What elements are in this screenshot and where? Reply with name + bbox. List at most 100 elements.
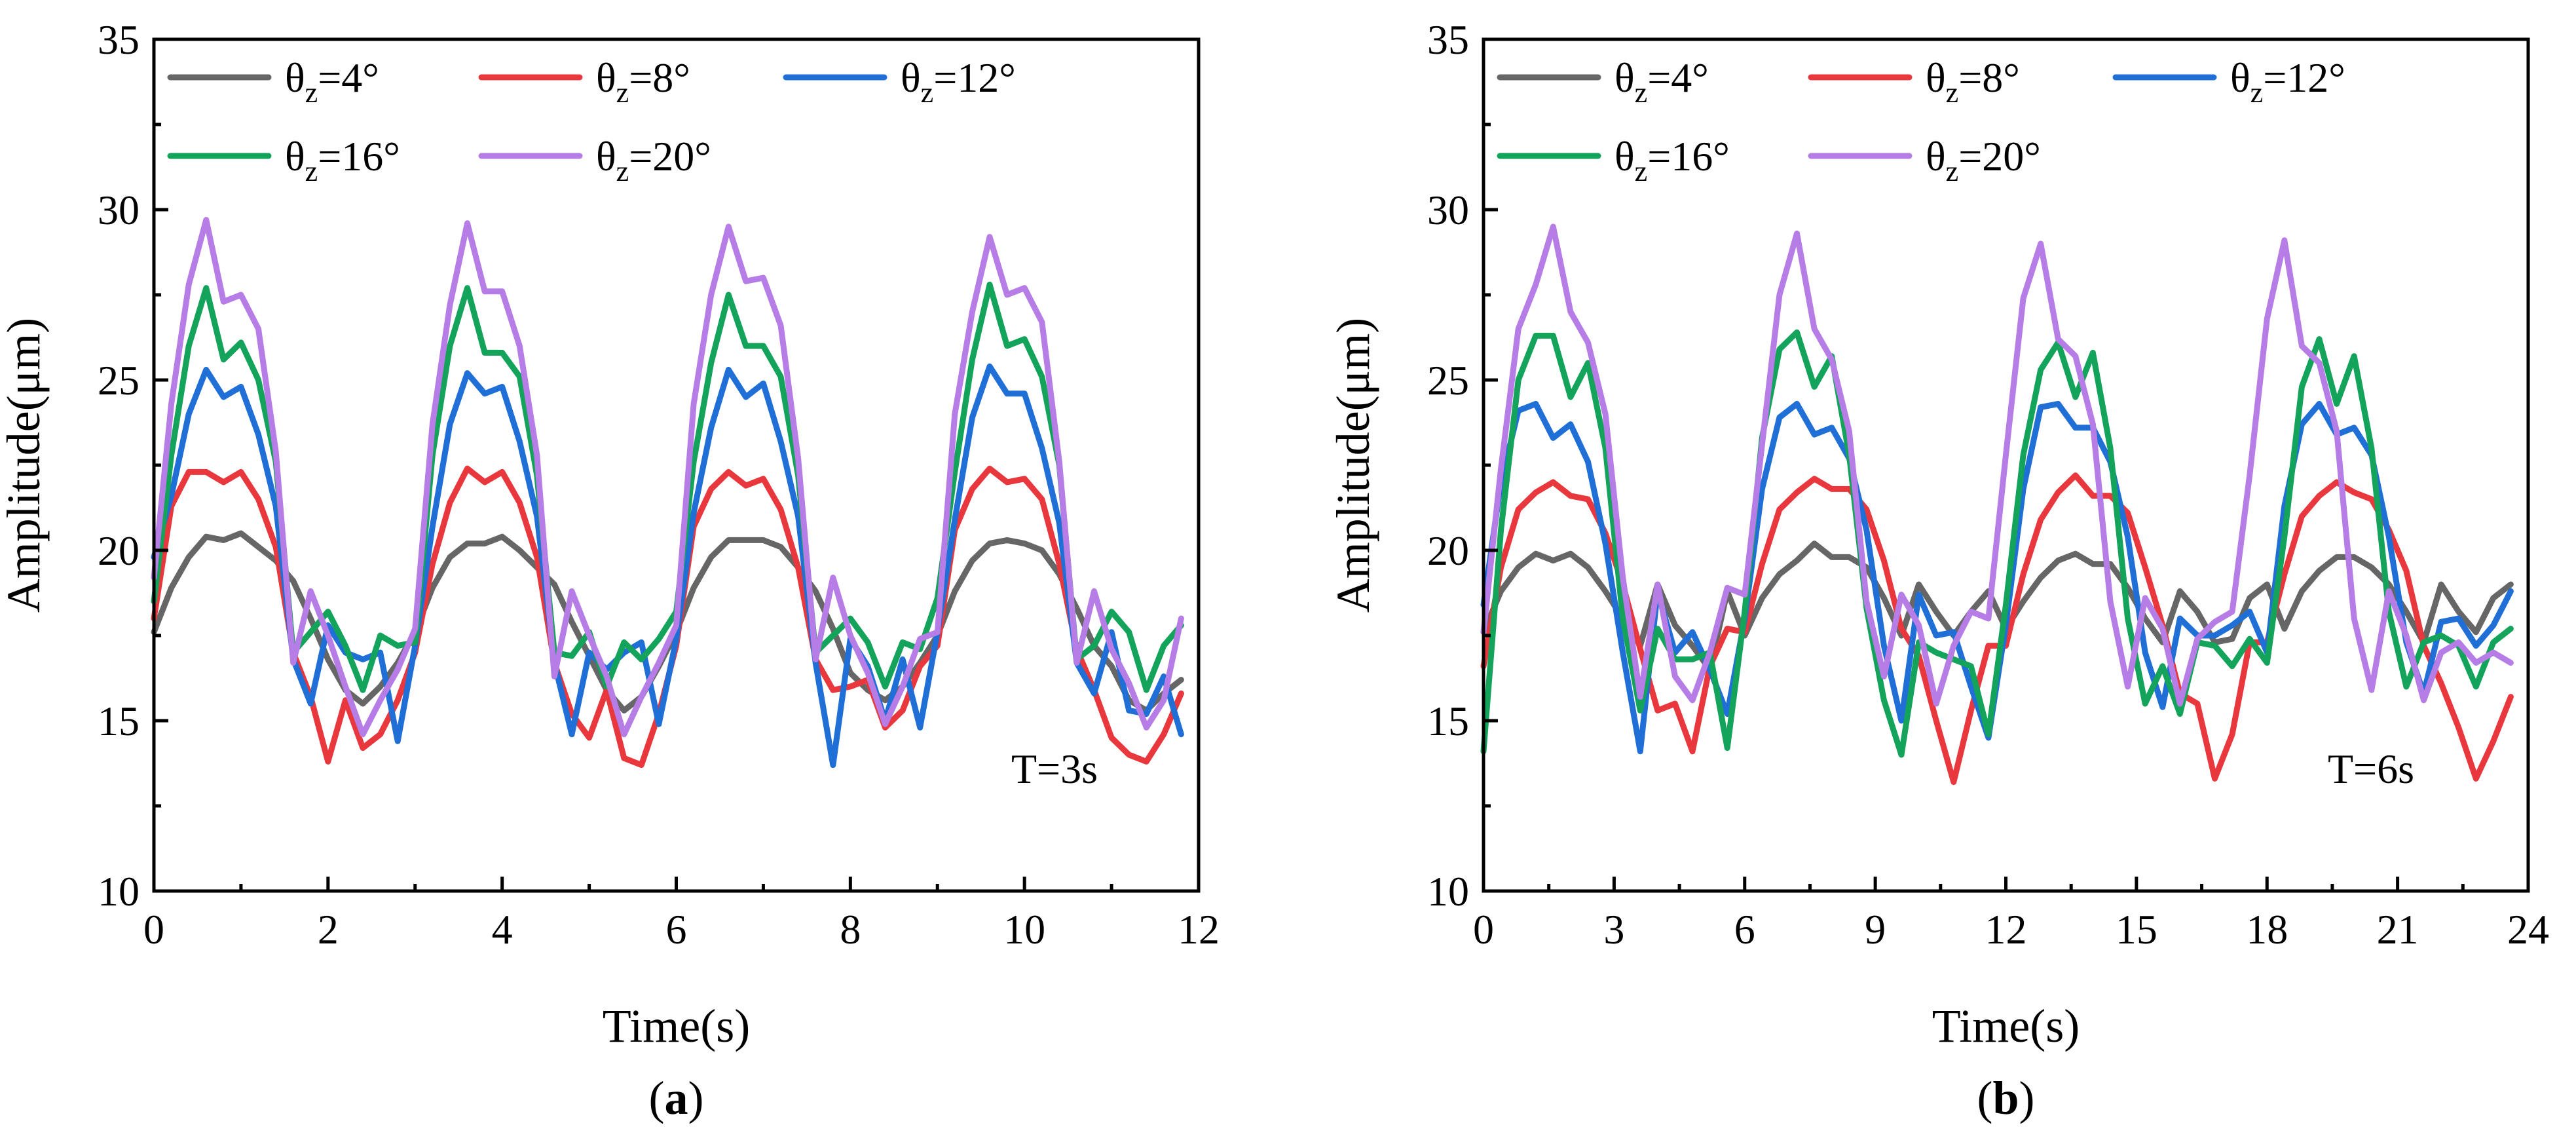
panel-caption-letter: a [665,1072,688,1124]
series-group [151,217,1184,769]
legend-item-4: θz=16° [167,133,400,187]
panel-a-chart: 0 2 4 6 8 10 12 10 15 20 25 30 35 Time(s) Amplitude(μm… [0,16,1220,1124]
legend-label: θz=12° [2230,54,2345,109]
legend-label-subscript: z [1946,155,1959,187]
x-tick-label: 24 [2507,906,2549,953]
panel-caption: (a) [649,1072,704,1124]
x-axis-label: Time(s) [603,1000,750,1052]
x-tick-label: 3 [1603,906,1624,953]
legend-item-3: θz=12° [2112,54,2345,109]
legend-label: θz=20° [1926,133,2041,187]
x-tick-label: 12 [1178,906,1220,953]
legend-label-subscript: z [921,77,934,109]
legend-label-subscript: z [616,77,629,109]
legend-label-theta: θ [596,133,616,180]
legend-label-theta: θ [596,54,616,101]
legend-label-subscript: z [1635,155,1648,187]
legend: θz=4° θz=8° θz=12°θz=16° θz=20° [1497,54,2345,187]
y-tick-label: 20 [98,527,140,574]
x-tick-label: 12 [1985,906,2027,953]
x-tick-label: 0 [143,906,164,953]
y-tick-label: 25 [98,357,140,404]
legend-label: θz=4° [1615,54,1709,109]
y-axis-label: Amplitude(μm) [1327,318,1379,613]
legend-label: θz=4° [285,54,379,109]
legend-label: θz=8° [1926,54,2020,109]
panel-caption-open: ( [649,1072,665,1124]
series-line-5 [151,217,1184,738]
legend-label-value: =20° [629,133,711,180]
panel-caption-close: ) [688,1072,704,1124]
x-tick-label: 15 [2116,906,2157,953]
panel-caption-letter: b [1992,1072,2019,1124]
legend-label-value: =4° [318,54,379,101]
y-tick-label: 35 [1427,16,1469,63]
legend-label: θz=12° [901,54,1016,109]
legend-label-theta: θ [901,54,921,101]
legend-label-theta: θ [285,54,305,101]
y-tick-label: 25 [1427,357,1469,404]
panel-b-chart: 0 3 6 9 12 15 18 21 24 10 15 20 25 30 35 Time(s) Amplitu… [1327,16,2549,1124]
legend-label-theta: θ [2230,54,2250,101]
x-tick-label: 21 [2377,906,2419,953]
series-line-5 [1480,223,2514,707]
x-tick-label: 9 [1865,906,1886,953]
panel-caption-open: ( [1977,1072,1992,1124]
legend-label-value: =12° [2263,54,2345,101]
y-tick-label: 15 [98,698,140,744]
legend-label-theta: θ [1926,133,1946,180]
y-tick-label: 30 [1427,187,1469,233]
legend-label-subscript: z [1635,77,1648,109]
legend-label-subscript: z [305,77,318,109]
legend-label-value: =8° [629,54,690,101]
y-axis-label: Amplitude(μm) [0,318,50,613]
legend-label-value: =16° [1647,133,1730,180]
x-tick-label: 8 [840,906,861,953]
x-tick-label: 0 [1473,906,1494,953]
y-tick-label: 10 [98,868,140,915]
legend-label-value: =12° [933,54,1016,101]
x-tick-label: 18 [2246,906,2288,953]
legend-label-value: =8° [1958,54,2020,101]
legend-label: θz=20° [596,133,711,187]
x-tick-label: 6 [666,906,687,953]
legend-label-theta: θ [1926,54,1946,101]
legend-label-value: =4° [1647,54,1709,101]
legend-label-theta: θ [1615,54,1635,101]
legend-label: θz=16° [285,133,400,187]
x-tick-label: 2 [318,906,339,953]
series-line-4 [1480,329,2514,758]
legend-item-1: θz=4° [167,54,379,109]
legend-item-2: θz=8° [1808,54,2020,109]
legend-label-theta: θ [1615,133,1635,180]
series-line-3 [151,363,1184,769]
period-annotation: T=6s [2328,746,2414,792]
legend-label-theta: θ [285,133,305,180]
legend-label-subscript: z [305,155,318,187]
panel-caption: (b) [1977,1072,2034,1124]
y-tick-label: 20 [1427,527,1469,574]
y-tick-label: 30 [98,187,140,233]
legend-item-1: θz=4° [1497,54,1709,109]
y-tick-label: 15 [1427,698,1469,744]
legend-label-value: =16° [318,133,400,180]
legend-label-subscript: z [1946,77,1959,109]
x-tick-label: 6 [1734,906,1755,953]
series-group [1480,223,2514,786]
x-axis-label: Time(s) [1932,1000,2080,1052]
panel-caption-close: ) [2019,1072,2035,1124]
legend-label: θz=16° [1615,133,1730,187]
period-annotation: T=3s [1011,746,1098,792]
x-tick-label: 4 [492,906,513,953]
series-line-4 [151,281,1184,693]
legend-item-5: θz=20° [478,133,711,187]
legend-item-2: θz=8° [478,54,690,109]
legend-item-3: θz=12° [783,54,1016,109]
y-tick-label: 10 [1427,868,1469,915]
legend-item-4: θz=16° [1497,133,1730,187]
legend-label-value: =20° [1958,133,2041,180]
y-tick-label: 35 [98,16,140,63]
x-tick-label: 10 [1003,906,1045,953]
legend-label-subscript: z [2250,77,2264,109]
